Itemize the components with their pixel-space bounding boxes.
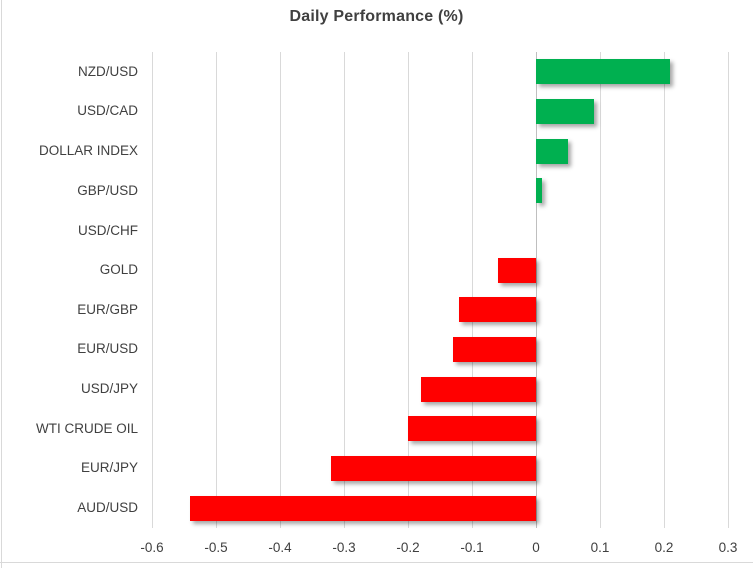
x-tick-label: 0.2: [654, 540, 674, 555]
bar-dollar-index: [536, 139, 568, 164]
bar-wti-crude-oil: [408, 416, 536, 441]
bar-aud-usd: [190, 496, 536, 521]
bar-eur-gbp: [459, 297, 536, 322]
gridline: [600, 52, 601, 528]
category-label: EUR/GBP: [77, 302, 138, 317]
category-label: DOLLAR INDEX: [38, 143, 138, 158]
category-label: GOLD: [99, 262, 138, 277]
bar-gbp-usd: [536, 178, 542, 203]
gridline: [152, 52, 153, 528]
x-tick-label: 0.1: [590, 540, 610, 555]
category-label: USD/CHF: [78, 223, 138, 238]
gridline: [472, 52, 473, 528]
gridline: [728, 52, 729, 528]
x-tick-label: -0.4: [268, 540, 292, 555]
chart-left-border: [1, 0, 2, 568]
bar-eur-jpy: [331, 456, 536, 481]
category-label: NZD/USD: [78, 64, 138, 79]
x-tick-label: 0: [532, 540, 540, 555]
gridline: [280, 52, 281, 528]
gridline: [408, 52, 409, 528]
bar-gold: [498, 258, 536, 283]
category-label: EUR/USD: [77, 341, 138, 356]
bar-eur-usd: [453, 337, 536, 362]
category-label: USD/CAD: [77, 103, 138, 118]
gridline: [344, 52, 345, 528]
category-label: AUD/USD: [77, 500, 138, 515]
category-label: GBP/USD: [77, 183, 138, 198]
category-label: EUR/JPY: [80, 460, 138, 475]
bar-nzd-usd: [536, 59, 670, 84]
x-tick-label: -0.3: [332, 540, 356, 555]
bar-usd-cad: [536, 99, 594, 124]
bar-usd-jpy: [421, 377, 536, 402]
gridline: [664, 52, 665, 528]
chart-bottom-border: [0, 562, 753, 563]
gridline: [216, 52, 217, 528]
category-label: USD/JPY: [80, 381, 138, 396]
x-tick-label: -0.6: [140, 540, 164, 555]
x-tick-label: 0.3: [718, 540, 738, 555]
zero-axis-line: [536, 52, 537, 528]
x-tick-label: -0.1: [460, 540, 484, 555]
chart-title: Daily Performance (%): [289, 8, 464, 25]
x-tick-label: -0.2: [396, 540, 420, 555]
category-label: WTI CRUDE OIL: [35, 421, 138, 436]
x-tick-label: -0.5: [204, 540, 228, 555]
